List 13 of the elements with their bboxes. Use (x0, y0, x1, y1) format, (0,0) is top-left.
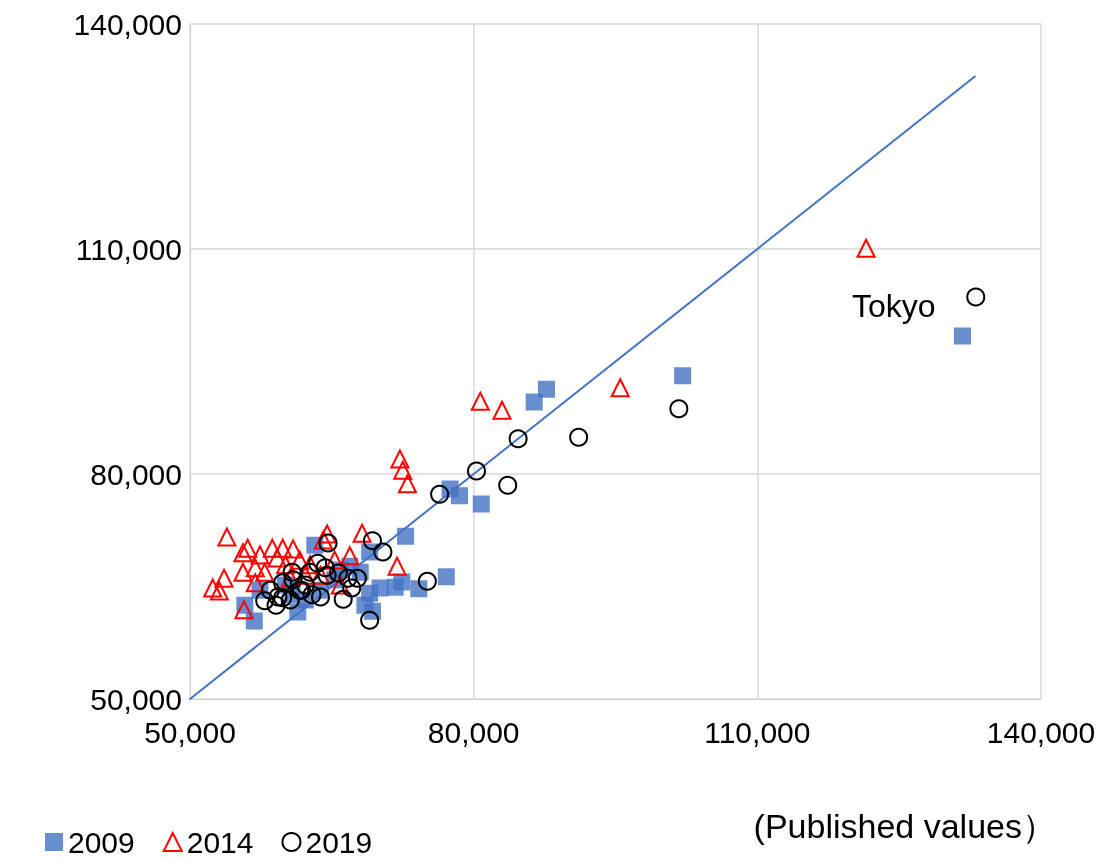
y-tick-label: 110,000 (75, 232, 182, 266)
legend-label: 2009 (68, 825, 135, 859)
y-tick-label: 50,000 (90, 682, 182, 716)
legend-label: 2019 (305, 825, 373, 859)
annotation: Tokyo (852, 288, 936, 324)
x-axis-title: (Published values） (753, 807, 1056, 845)
x-tick-label: 110,000 (704, 715, 811, 749)
x-tick-label: 50,000 (144, 715, 236, 749)
x-tick-label: 80,000 (427, 715, 520, 749)
y-tick-label: 140,000 (73, 7, 182, 41)
x-tick-label: 140,000 (986, 715, 1096, 749)
y-tick-label: 80,000 (90, 457, 182, 491)
legend-label: 2014 (186, 825, 254, 859)
